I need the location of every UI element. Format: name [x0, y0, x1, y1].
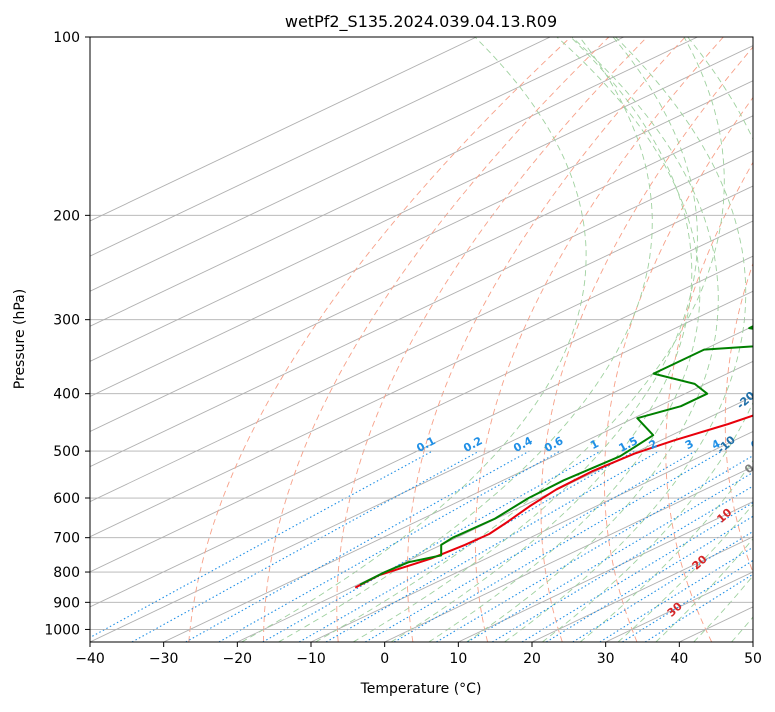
isotherm-line: [0, 37, 775, 642]
isotherm-line: [0, 37, 775, 642]
y-tick-label: 100: [53, 30, 80, 46]
moist-adiabat-line: [391, 37, 692, 642]
x-tick-label: 30: [597, 651, 615, 667]
isotherm-line: [0, 37, 477, 642]
dry-adiabat-line: [264, 37, 609, 642]
sounding-profiles: [355, 37, 775, 588]
y-tick-label: 900: [53, 595, 80, 611]
pressure-gridlines: [90, 37, 753, 629]
mixing-ratio-line: [365, 451, 695, 642]
y-axis-label: Pressure (hPa): [12, 289, 28, 389]
mixing-ratio-label: 0.4: [511, 434, 535, 455]
isotherm-label: 40: [640, 646, 660, 666]
x-tick-label: 0: [380, 651, 389, 667]
moist-adiabat-line: [279, 37, 653, 642]
x-tick-label: −30: [149, 651, 179, 667]
y-tick-label: 400: [53, 387, 80, 403]
mixing-ratio-label: 0.1: [414, 434, 437, 455]
x-tick-label: 10: [449, 651, 467, 667]
y-tick-label: 1000: [44, 622, 80, 638]
dry-adiabat-line: [725, 37, 775, 642]
x-axis: −40 −30 −20 −10 0 10 20 30 40 50: [75, 642, 762, 667]
dry-adiabat-line: [337, 37, 647, 642]
x-tick-label: −40: [75, 651, 105, 667]
isotherm-label: 10: [714, 506, 734, 526]
isotherm-line: [0, 37, 624, 642]
chart-title: wetPf2_S135.2024.039.04.13.R09: [285, 12, 557, 32]
moist-adiabat-line: [429, 37, 700, 642]
mixing-ratio-line: [645, 451, 775, 642]
isotherm-line: [753, 37, 775, 642]
moist-adiabat-line: [618, 37, 775, 642]
y-tick-label: 700: [53, 531, 80, 547]
y-tick-label: 800: [53, 565, 80, 581]
isotherm-label: 0: [742, 461, 757, 476]
mixing-ratio-line: [219, 451, 560, 642]
isotherm-line: [0, 37, 775, 642]
y-tick-label: 500: [53, 444, 80, 460]
temperature-profile-line: [355, 37, 775, 588]
mixing-ratio-line: [82, 451, 433, 642]
x-tick-label: −10: [296, 651, 326, 667]
isotherm-line: [16, 37, 775, 642]
y-tick-label: 300: [53, 313, 80, 329]
moist-adiabat-line: [769, 37, 775, 642]
x-tick-label: 50: [744, 651, 762, 667]
y-axis: 100 200 300 400 500 600 700 800 900 1000: [44, 30, 90, 638]
isotherm-label: -30: [754, 344, 775, 367]
isotherm-line: [164, 37, 775, 642]
isotherm-line: [0, 37, 775, 642]
moist-adiabat-line: [505, 37, 746, 642]
isotherm-line: [0, 37, 775, 642]
moist-adiabat-line: [694, 37, 775, 642]
moist-adiabat-line: [580, 37, 775, 642]
isotherm-line: [606, 37, 775, 642]
isotherm-label: -10: [715, 433, 739, 456]
y-tick-label: 200: [53, 208, 80, 224]
y-tick-label: 600: [53, 491, 80, 507]
mixing-ratio-line: [436, 451, 761, 642]
dry-adiabat-line: [475, 37, 723, 642]
mixing-ratio-line: [132, 451, 479, 642]
isotherm-label: 20: [690, 553, 710, 573]
x-tick-label: 20: [523, 651, 541, 667]
moist-adiabat-line: [242, 37, 586, 642]
moist-adiabat-line: [656, 37, 775, 642]
background-lines: [0, 37, 775, 642]
mixing-ratio-line: [546, 451, 775, 642]
isotherm-line: [0, 37, 550, 642]
mixing-ratio-label: 1: [588, 437, 601, 452]
mixing-ratio-label: 3: [683, 437, 696, 452]
x-tick-label: 40: [670, 651, 688, 667]
x-tick-label: −20: [223, 651, 253, 667]
mixing-ratio-line: [326, 451, 659, 642]
isotherm-label: -20: [734, 389, 758, 412]
isotherm-line: [0, 37, 698, 642]
isotherm-line: [0, 37, 771, 642]
mixing-ratio-label: 6: [748, 437, 761, 452]
isotherm-line: [0, 37, 775, 642]
mixing-ratio-label: 0.2: [461, 434, 484, 455]
moist-adiabat-line: [315, 37, 724, 642]
x-axis-label: Temperature (°C): [360, 681, 482, 697]
